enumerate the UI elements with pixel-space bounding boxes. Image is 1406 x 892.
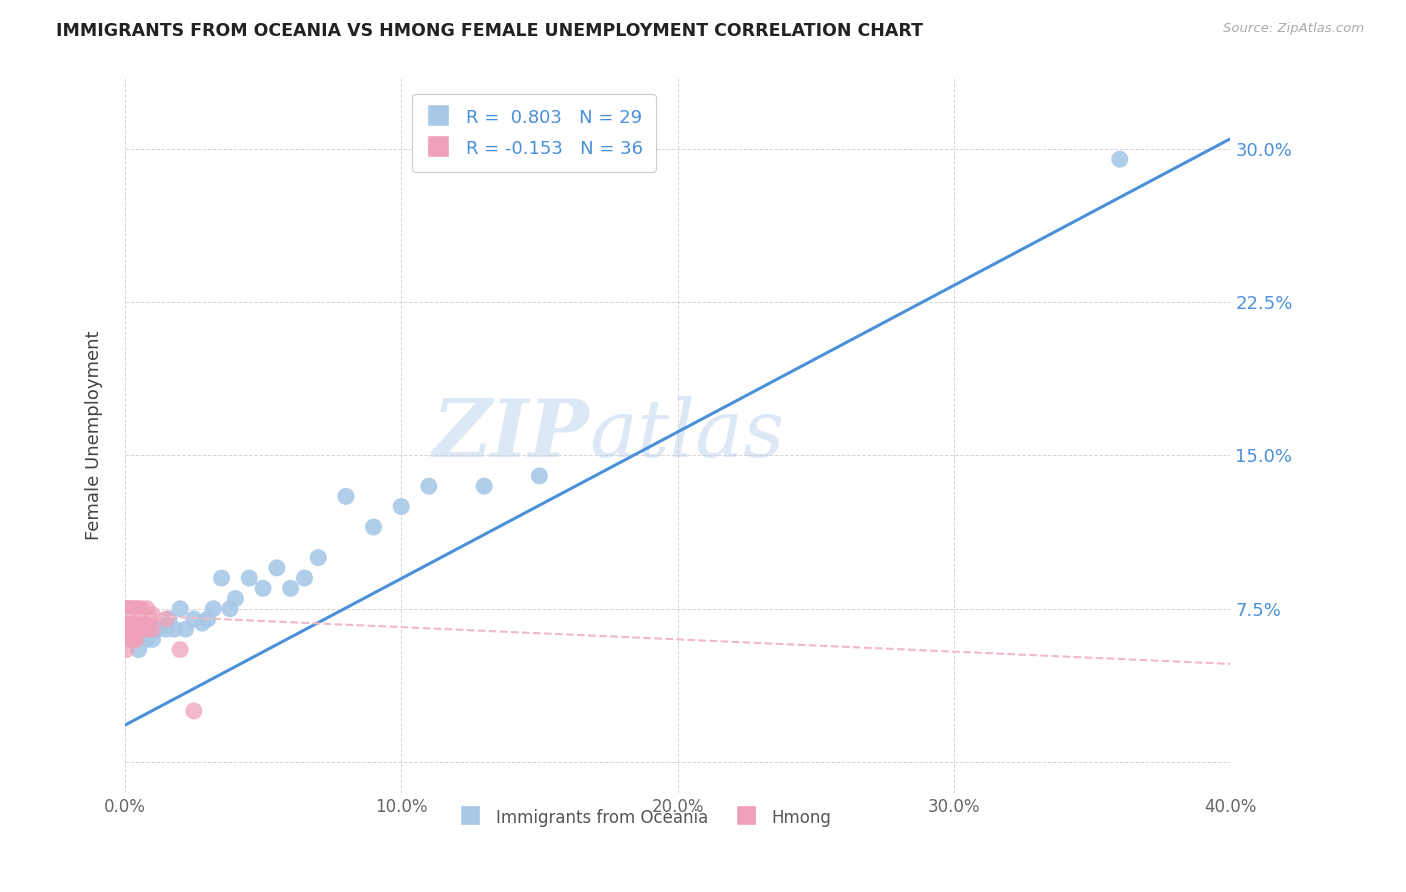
Point: [335, 489, 357, 503]
Point: [120, 612, 142, 626]
Point: [122, 622, 145, 636]
Text: atlas: atlas: [589, 396, 785, 474]
Point: [120, 622, 142, 636]
Text: ZIP: ZIP: [432, 396, 589, 474]
Point: [134, 612, 156, 626]
Point: [115, 642, 138, 657]
Point: [389, 500, 412, 514]
Point: [141, 632, 163, 647]
Point: [211, 571, 233, 585]
Point: [155, 622, 177, 636]
Point: [155, 612, 177, 626]
Point: [183, 612, 205, 626]
Point: [117, 601, 139, 615]
Text: Source: ZipAtlas.com: Source: ZipAtlas.com: [1223, 22, 1364, 36]
Point: [294, 571, 316, 585]
Point: [252, 582, 274, 596]
Point: [136, 622, 159, 636]
Point: [238, 571, 260, 585]
Point: [224, 591, 246, 606]
Point: [141, 607, 163, 622]
Point: [157, 612, 180, 626]
Point: [122, 612, 145, 626]
Point: [472, 479, 495, 493]
Point: [131, 622, 153, 636]
Y-axis label: Female Unemployment: Female Unemployment: [86, 330, 103, 540]
Point: [125, 622, 148, 636]
Point: [1108, 152, 1130, 166]
Point: [197, 612, 219, 626]
Point: [138, 612, 160, 626]
Point: [117, 612, 139, 626]
Point: [136, 632, 159, 647]
Point: [122, 601, 145, 615]
Point: [266, 561, 288, 575]
Point: [218, 601, 240, 615]
Legend: Immigrants from Oceania, Hmong: Immigrants from Oceania, Hmong: [451, 801, 838, 834]
Point: [307, 550, 329, 565]
Point: [128, 601, 150, 615]
Point: [120, 632, 142, 647]
Point: [128, 622, 150, 636]
Point: [183, 704, 205, 718]
Point: [174, 622, 197, 636]
Text: IMMIGRANTS FROM OCEANIA VS HMONG FEMALE UNEMPLOYMENT CORRELATION CHART: IMMIGRANTS FROM OCEANIA VS HMONG FEMALE …: [56, 22, 924, 40]
Point: [363, 520, 385, 534]
Point: [128, 612, 150, 626]
Point: [280, 582, 302, 596]
Point: [125, 612, 148, 626]
Point: [202, 601, 225, 615]
Point: [136, 601, 159, 615]
Point: [118, 601, 141, 615]
Point: [117, 622, 139, 636]
Point: [146, 622, 169, 636]
Point: [115, 612, 138, 626]
Point: [115, 601, 138, 615]
Point: [141, 622, 163, 636]
Point: [191, 615, 214, 630]
Point: [120, 601, 142, 615]
Point: [118, 622, 141, 636]
Point: [131, 612, 153, 626]
Point: [529, 469, 551, 483]
Point: [131, 601, 153, 615]
Point: [125, 632, 148, 647]
Point: [122, 607, 145, 622]
Point: [122, 632, 145, 647]
Point: [169, 642, 191, 657]
Point: [125, 601, 148, 615]
Point: [169, 601, 191, 615]
Point: [128, 642, 150, 657]
Point: [418, 479, 440, 493]
Point: [163, 622, 186, 636]
